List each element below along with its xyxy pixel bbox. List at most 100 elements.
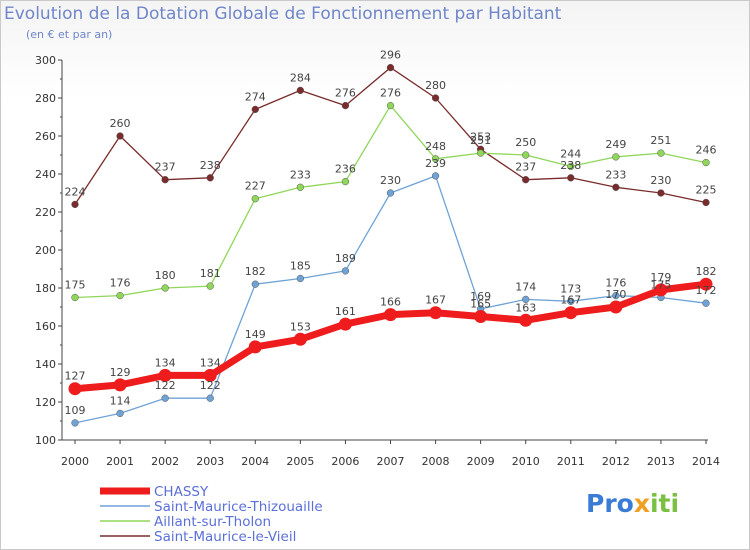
- x-tick-label: 2004: [241, 455, 269, 468]
- data-point: [161, 284, 169, 292]
- data-label: 296: [380, 49, 401, 62]
- data-point: [116, 132, 124, 140]
- data-label: 122: [155, 379, 176, 392]
- data-label: 276: [335, 87, 356, 100]
- data-label: 176: [605, 277, 626, 290]
- data-point: [161, 176, 169, 184]
- data-label: 249: [605, 138, 626, 151]
- data-label: 260: [110, 117, 131, 130]
- legend-label: CHASSY: [154, 484, 209, 500]
- data-label: 134: [155, 356, 176, 369]
- data-point: [431, 155, 440, 163]
- data-label: 173: [560, 282, 581, 295]
- x-tick-label: 2010: [512, 455, 540, 468]
- y-tick-label: 260: [35, 130, 56, 143]
- data-label: 122: [200, 379, 221, 392]
- data-label: 176: [110, 277, 131, 290]
- data-label: 181: [200, 267, 221, 280]
- data-point: [609, 300, 623, 314]
- data-point: [341, 177, 350, 186]
- legend: CHASSYSaint-Maurice-ThizouailleAillant-s…: [100, 484, 323, 545]
- data-label: 189: [335, 252, 356, 265]
- data-label: 253: [470, 130, 491, 143]
- data-point: [251, 195, 259, 203]
- legend-label: Saint-Maurice-Thizouaille: [154, 499, 323, 515]
- data-point: [431, 172, 440, 180]
- x-tick-label: 2014: [692, 455, 720, 468]
- data-label: 182: [245, 265, 266, 278]
- x-tick-label: 2001: [106, 455, 134, 468]
- data-label: 248: [425, 140, 446, 153]
- x-tick-label: 2009: [467, 455, 495, 468]
- data-label: 276: [380, 87, 401, 100]
- data-label: 134: [200, 356, 221, 369]
- data-label: 172: [696, 284, 717, 297]
- data-label: 175: [65, 279, 86, 292]
- data-point: [474, 310, 488, 323]
- data-point: [699, 277, 713, 291]
- data-point: [657, 189, 665, 197]
- data-point: [522, 295, 530, 304]
- data-point: [702, 299, 710, 307]
- data-label: 114: [110, 394, 131, 407]
- data-label: 127: [65, 370, 86, 383]
- data-point: [702, 198, 710, 207]
- legend-label: Saint-Maurice-le-Vieil: [154, 529, 296, 545]
- data-point: [116, 291, 124, 300]
- chart-subtitle: (en € et par an): [26, 28, 113, 41]
- data-point: [386, 189, 395, 197]
- data-label: 280: [425, 79, 446, 92]
- data-label: 179: [650, 271, 671, 284]
- data-point: [612, 183, 620, 191]
- x-tick-label: 2003: [196, 455, 224, 468]
- data-point: [476, 149, 485, 157]
- data-point: [612, 153, 620, 161]
- data-point: [293, 332, 307, 346]
- data-label: 251: [470, 134, 491, 147]
- data-label: 109: [65, 404, 86, 417]
- data-label: 165: [470, 298, 491, 311]
- data-point: [71, 419, 79, 427]
- data-label: 163: [515, 301, 536, 314]
- data-point: [161, 394, 169, 402]
- data-point: [431, 94, 440, 102]
- data-point: [567, 174, 575, 182]
- proxiti-logo: Proxiti: [586, 489, 680, 518]
- data-point: [116, 409, 124, 418]
- data-point: [654, 283, 668, 297]
- data-point: [702, 158, 710, 167]
- data-point: [206, 174, 214, 182]
- x-tick-label: 2007: [377, 455, 405, 468]
- data-point: [113, 378, 127, 392]
- data-label: 246: [696, 144, 717, 157]
- data-label: 185: [290, 260, 311, 273]
- data-point: [68, 382, 82, 396]
- data-point: [386, 63, 395, 72]
- data-label: 153: [290, 320, 311, 333]
- data-point: [206, 394, 214, 402]
- data-label: 251: [650, 134, 671, 147]
- data-label: 237: [155, 161, 176, 174]
- data-point: [384, 308, 397, 322]
- x-tick-label: 2005: [286, 455, 314, 468]
- data-label: 225: [696, 184, 717, 197]
- data-point: [522, 151, 530, 159]
- data-label: 274: [245, 90, 266, 103]
- data-point: [567, 297, 575, 305]
- data-label: 149: [245, 328, 266, 341]
- data-point: [341, 267, 350, 275]
- data-point: [296, 183, 305, 191]
- data-label: 224: [65, 185, 86, 198]
- chart-title: Evolution de la Dotation Globale de Fonc…: [4, 4, 562, 24]
- y-tick-label: 240: [35, 168, 56, 181]
- data-point: [251, 105, 259, 114]
- data-point: [206, 282, 214, 290]
- data-point: [338, 317, 352, 331]
- data-label: 230: [380, 174, 401, 187]
- data-label: 233: [290, 168, 311, 181]
- y-tick-label: 120: [35, 396, 56, 409]
- data-label: 169: [470, 290, 491, 303]
- legend-label: Aillant-sur-Tholon: [154, 514, 271, 530]
